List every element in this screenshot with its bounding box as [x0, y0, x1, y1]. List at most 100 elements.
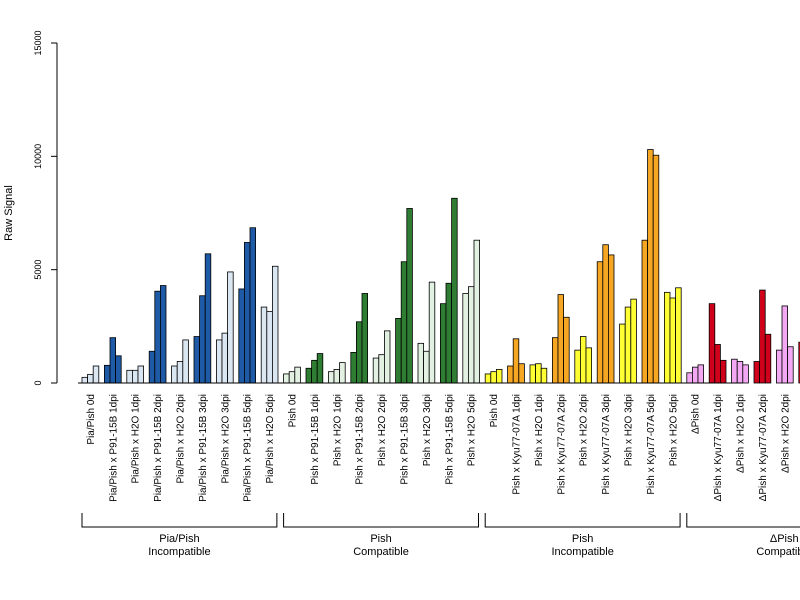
bar — [104, 364, 111, 384]
bar — [87, 373, 94, 384]
group-bracket — [81, 513, 278, 528]
bar — [266, 311, 273, 384]
y-tick-label: 0 — [33, 380, 43, 385]
bar — [193, 336, 200, 384]
x-tick-label: Pish x H2O 3dpi — [624, 394, 635, 466]
bar — [787, 346, 794, 384]
group-bracket — [283, 513, 479, 528]
bar — [305, 367, 312, 384]
bar — [260, 306, 268, 384]
x-tick-label: Pia/Pish x H2O 3dpi — [220, 394, 231, 484]
bar — [686, 372, 693, 384]
bars-layer — [81, 149, 800, 384]
bar — [652, 154, 660, 384]
bar — [423, 350, 430, 384]
x-tick-label: Pish x H2O 5dpi — [668, 394, 679, 466]
group-label-line1: Pia/Pish — [159, 533, 199, 545]
bar — [238, 288, 245, 384]
bar — [512, 338, 520, 384]
bar — [540, 367, 548, 384]
bar — [669, 297, 676, 384]
bar — [490, 371, 497, 384]
bar — [176, 361, 184, 384]
bar — [355, 321, 363, 384]
x-tick-label: Pish x Kyu77-07A 5dpi — [646, 394, 657, 495]
bar — [602, 244, 609, 384]
group-label-line1: ΔPish — [770, 533, 799, 545]
bar — [271, 265, 279, 384]
bar — [714, 344, 721, 384]
bar — [406, 208, 413, 384]
x-tick-label: Pish x H2O 2dpi — [377, 394, 388, 466]
x-tick-label: Pia/Pish x H2O 1dpi — [131, 394, 142, 484]
bar — [159, 285, 167, 384]
bar — [109, 337, 116, 384]
x-tick-labels: Pia/Pish 0d Pia/Pish x P91-15B 1dpi Pia/Pi… — [86, 394, 791, 502]
group-label-line2: Incompatible — [148, 546, 210, 558]
bar — [428, 281, 436, 384]
bar — [333, 368, 340, 384]
bar — [736, 361, 744, 384]
bar — [624, 306, 632, 384]
bar — [753, 361, 760, 384]
bar — [221, 332, 228, 384]
x-tick-label: Pish x H2O 2dpi — [579, 394, 590, 466]
bar — [675, 287, 682, 384]
x-tick-label: Pish x H2O 1dpi — [534, 394, 545, 466]
bar — [350, 351, 357, 384]
x-tick-label: Pish x P91-15B 2dpi — [355, 394, 366, 485]
group-label-line2: Incompatible — [551, 546, 613, 558]
bar — [798, 341, 800, 384]
bar — [243, 242, 251, 384]
bar — [339, 362, 346, 384]
bar — [316, 353, 324, 384]
bar — [552, 337, 559, 384]
x-tick-label: Pish x Kyu77-07A 2dpi — [556, 394, 567, 495]
x-tick-label: Pish x H2O 3dpi — [422, 394, 433, 466]
y-tick-label: 5000 — [33, 260, 43, 280]
bar — [204, 253, 212, 384]
bar — [182, 339, 189, 384]
bar — [126, 369, 133, 384]
bar — [81, 376, 88, 384]
bar — [647, 149, 654, 384]
x-tick-label: Pish x H2O 5dpi — [467, 394, 478, 466]
bar — [137, 365, 144, 384]
bar — [215, 339, 223, 384]
bar — [227, 271, 234, 384]
group-brackets: Pia/PishIncompatiblePishCompatiblePishIn… — [81, 513, 800, 558]
bar — [417, 342, 424, 384]
bar — [372, 357, 380, 384]
bar — [759, 289, 766, 384]
bar — [697, 364, 704, 384]
y-tick-label: 10000 — [33, 144, 43, 169]
bar — [148, 350, 156, 384]
bar — [395, 317, 402, 384]
bar — [529, 364, 536, 384]
x-tick-label: Pia/Pish x P91-15B 1dpi — [108, 394, 119, 502]
bar — [400, 261, 408, 384]
x-tick-label: ΔPish x Kyu77-07A 2dpi — [758, 394, 769, 501]
x-tick-label: ΔPish 0d — [691, 394, 702, 434]
x-tick-label: ΔPish x Kyu77-07A 1dpi — [713, 394, 724, 501]
bar — [692, 366, 699, 384]
y-axis-label: Raw Signal — [3, 185, 15, 241]
x-tick-label: Pish x P91-15B 3dpi — [400, 394, 411, 485]
group-label-line2: Compatible — [756, 546, 800, 558]
bar — [171, 365, 178, 384]
group-bracket — [484, 513, 681, 528]
bar — [378, 354, 385, 384]
x-tick-label: Pish 0d — [288, 394, 299, 427]
x-tick-label: Pia/Pish x P91-15B 5dpi — [243, 394, 254, 502]
bar — [92, 365, 100, 384]
bar — [563, 316, 570, 384]
bar — [630, 298, 637, 384]
bar — [484, 373, 492, 384]
x-tick-label: Pia/Pish x P91-15B 3dpi — [198, 394, 209, 502]
bar — [154, 290, 161, 384]
bar — [473, 239, 480, 384]
bar — [731, 358, 738, 384]
bar — [383, 330, 391, 384]
x-tick-label: Pish x P91-15B 1dpi — [310, 394, 321, 485]
